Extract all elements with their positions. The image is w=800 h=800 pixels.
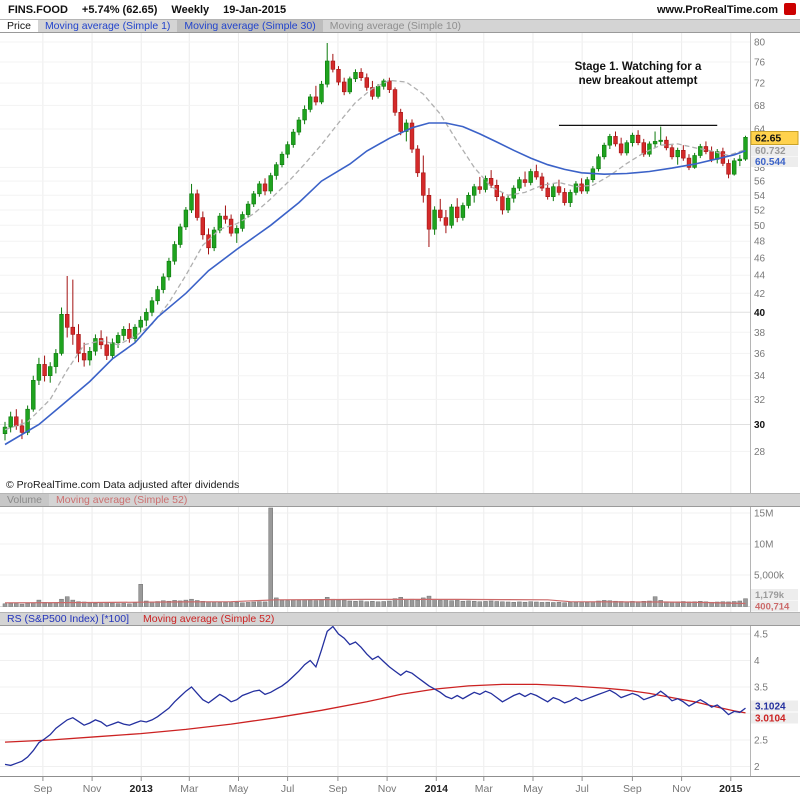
svg-text:Sep: Sep (623, 783, 642, 795)
svg-text:15M: 15M (754, 509, 773, 520)
change-label: +5.74% (62.65) (81, 3, 158, 16)
price-legend-bar: Price Moving average (Simple 1) Moving ave… (0, 19, 800, 33)
svg-text:Nov: Nov (672, 783, 691, 795)
svg-text:36: 36 (754, 349, 766, 360)
legend-item-moving-average-simple-1[interactable]: Moving average (Simple 1) (37, 20, 178, 32)
svg-text:50: 50 (754, 221, 766, 232)
legend-item-moving-average-simple-10[interactable]: Moving average (Simple 10) (322, 20, 469, 32)
svg-text:64: 64 (754, 125, 766, 136)
svg-text:56: 56 (754, 177, 766, 188)
svg-text:1,179k: 1,179k (755, 590, 785, 601)
svg-text:Nov: Nov (378, 783, 397, 795)
price-chart[interactable]: 80 76 72 68 64 58 56 54 52 50 48 46 44 42 40 38 36 34 32 30… (0, 33, 800, 493)
legend-item-moving-average-simple-30[interactable]: Moving average (Simple 30) (177, 20, 323, 32)
legend-item-moving-average-simple-52[interactable]: Moving average (Simple 52) (49, 494, 195, 506)
svg-text:2: 2 (754, 762, 760, 773)
svg-text:80: 80 (754, 38, 766, 49)
legend-item-volume[interactable]: Volume (0, 494, 50, 506)
chart-annotation: Stage 1. Watching for a new breakout att… (552, 60, 724, 88)
svg-text:32: 32 (754, 395, 766, 406)
svg-text:40: 40 (754, 308, 766, 319)
svg-text:Jul: Jul (281, 783, 294, 795)
svg-text:76: 76 (754, 58, 766, 69)
annotation-line-1: Stage 1. Watching for a (574, 61, 702, 73)
svg-text:30: 30 (754, 420, 766, 431)
svg-text:72: 72 (754, 79, 766, 90)
date-label: 19-Jan-2015 (223, 3, 287, 16)
svg-text:52: 52 (754, 206, 766, 217)
svg-text:60.544: 60.544 (755, 157, 786, 168)
svg-text:46: 46 (754, 253, 766, 264)
svg-text:68: 68 (754, 101, 766, 112)
top-bar: FINS.FOOD +5.74% (62.65) Weekly 19-Jan-2… (0, 0, 800, 19)
svg-text:42: 42 (754, 289, 766, 300)
svg-text:54: 54 (754, 191, 766, 202)
svg-text:44: 44 (754, 271, 766, 282)
copyright-note: © ProRealTime.com Data adjusted after di… (6, 479, 240, 491)
svg-text:34: 34 (754, 371, 766, 382)
legend-item-moving-average-simple-52[interactable]: Moving average (Simple 52) (136, 613, 282, 625)
prorealtime-link[interactable]: www.ProRealTime.com (656, 3, 778, 16)
svg-text:Mar: Mar (475, 783, 494, 795)
svg-text:Sep: Sep (329, 783, 348, 795)
svg-text:May: May (523, 783, 544, 795)
svg-text:48: 48 (754, 237, 766, 248)
svg-text:3.0104: 3.0104 (755, 714, 786, 725)
svg-text:2013: 2013 (130, 783, 154, 795)
svg-text:3.1024: 3.1024 (755, 702, 786, 713)
svg-text:Nov: Nov (83, 783, 102, 795)
volume-legend-bar: Volume Moving average (Simple 52) (0, 493, 800, 507)
prorealtime-logo-icon (784, 3, 796, 15)
svg-text:Jul: Jul (575, 783, 588, 795)
svg-text:3.5: 3.5 (754, 683, 768, 694)
svg-text:62.65: 62.65 (755, 133, 781, 145)
svg-text:38: 38 (754, 328, 766, 339)
svg-text:58: 58 (754, 163, 766, 174)
symbol-label: FINS.FOOD (8, 3, 68, 16)
svg-text:May: May (229, 783, 250, 795)
svg-text:60.732: 60.732 (755, 146, 786, 157)
rs-legend-bar: RS (S&P500 Index) [*100] Moving average (… (0, 612, 800, 626)
annotation-line-2: new breakout attempt (578, 75, 698, 87)
svg-text:Mar: Mar (180, 783, 199, 795)
svg-text:10M: 10M (754, 540, 773, 551)
svg-text:2.5: 2.5 (754, 736, 768, 747)
svg-text:2015: 2015 (719, 783, 743, 795)
svg-text:5,000k: 5,000k (754, 571, 785, 582)
svg-text:400,714: 400,714 (755, 602, 790, 613)
timeframe-label[interactable]: Weekly (171, 3, 210, 16)
legend-item-rs-s-p500-index-100[interactable]: RS (S&P500 Index) [*100] (0, 613, 136, 625)
svg-text:4: 4 (754, 656, 760, 667)
svg-text:28: 28 (754, 447, 766, 458)
legend-item-price[interactable]: Price (0, 20, 38, 32)
svg-text:2014: 2014 (425, 783, 449, 795)
svg-text:4.5: 4.5 (754, 630, 768, 641)
svg-text:Sep: Sep (34, 783, 53, 795)
